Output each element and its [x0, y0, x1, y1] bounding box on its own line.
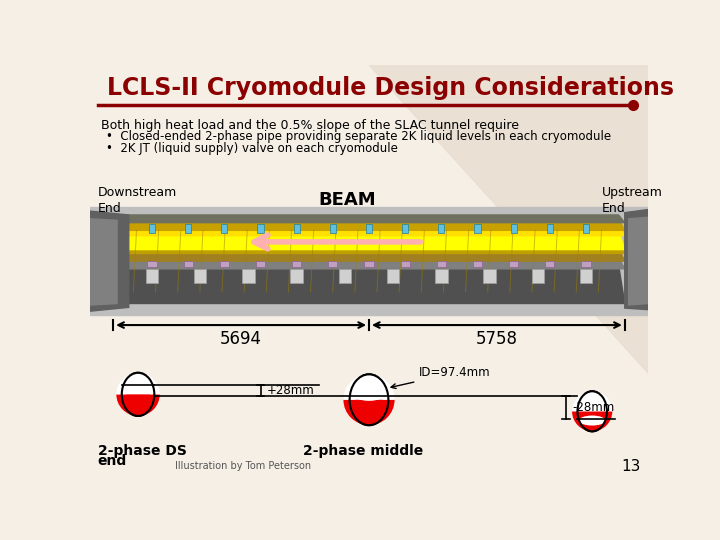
Polygon shape — [90, 207, 648, 315]
Bar — [221, 224, 228, 233]
Ellipse shape — [123, 380, 153, 394]
Bar — [145, 269, 158, 283]
Polygon shape — [90, 219, 117, 305]
Bar — [438, 224, 444, 233]
Bar — [387, 269, 400, 283]
Text: Downstream
End: Downstream End — [98, 186, 177, 215]
Ellipse shape — [579, 416, 606, 426]
Bar — [545, 261, 554, 267]
Text: 5694: 5694 — [220, 330, 262, 348]
Wedge shape — [117, 373, 160, 394]
Bar — [242, 269, 255, 283]
Ellipse shape — [350, 374, 388, 425]
Text: 5758: 5758 — [476, 330, 518, 348]
Polygon shape — [113, 240, 625, 253]
Polygon shape — [113, 248, 625, 261]
Bar — [510, 224, 517, 233]
Text: LCLS-II Cryomodule Design Considerations: LCLS-II Cryomodule Design Considerations — [107, 76, 674, 100]
Bar — [474, 224, 481, 233]
Bar — [402, 224, 408, 233]
Bar — [148, 261, 157, 267]
Bar — [580, 269, 592, 283]
Bar — [256, 261, 265, 267]
Text: •  Closed-ended 2-phase pipe providing separate 2K liquid levels in each cryomod: • Closed-ended 2-phase pipe providing se… — [106, 130, 611, 143]
Bar — [435, 269, 448, 283]
Polygon shape — [113, 231, 625, 249]
Bar — [483, 269, 496, 283]
Bar — [509, 261, 518, 267]
Text: -28mm: -28mm — [572, 401, 614, 414]
Bar — [258, 224, 264, 233]
Bar — [531, 269, 544, 283]
Text: end: end — [98, 454, 127, 468]
Bar — [366, 224, 372, 233]
Wedge shape — [117, 394, 160, 416]
Polygon shape — [113, 219, 625, 231]
Text: 2-phase middle: 2-phase middle — [303, 444, 423, 457]
Bar — [330, 224, 336, 233]
Polygon shape — [113, 215, 625, 222]
Ellipse shape — [577, 392, 607, 431]
Ellipse shape — [122, 373, 154, 416]
Polygon shape — [113, 265, 625, 303]
Polygon shape — [113, 257, 625, 269]
Bar — [583, 224, 589, 233]
Text: •  2K JT (liquid supply) valve on each cryomodule: • 2K JT (liquid supply) valve on each cr… — [106, 142, 397, 155]
Wedge shape — [572, 392, 612, 411]
Polygon shape — [90, 211, 129, 311]
Bar — [581, 261, 590, 267]
Bar — [364, 261, 374, 267]
Text: Upstream
End: Upstream End — [601, 186, 662, 215]
Ellipse shape — [351, 397, 387, 410]
Text: 13: 13 — [621, 460, 640, 475]
Wedge shape — [572, 411, 612, 431]
Wedge shape — [343, 400, 395, 425]
Bar — [149, 224, 155, 233]
Polygon shape — [625, 210, 648, 309]
Bar — [400, 261, 410, 267]
Text: Illustration by Tom Peterson: Illustration by Tom Peterson — [175, 461, 311, 471]
Ellipse shape — [123, 390, 153, 411]
Bar — [290, 269, 303, 283]
Polygon shape — [369, 65, 648, 373]
Bar — [194, 269, 207, 283]
Bar — [546, 224, 553, 233]
Polygon shape — [113, 225, 625, 236]
Bar — [185, 224, 192, 233]
Text: ID=97.4mm: ID=97.4mm — [391, 366, 491, 388]
Text: BEAM: BEAM — [319, 191, 377, 209]
Polygon shape — [629, 217, 648, 305]
Text: 2-phase DS: 2-phase DS — [98, 444, 186, 457]
Text: +28mm: +28mm — [266, 384, 315, 397]
Bar — [294, 224, 300, 233]
Bar — [437, 261, 446, 267]
Ellipse shape — [352, 386, 386, 401]
Bar — [292, 261, 301, 267]
Bar — [220, 261, 229, 267]
Bar — [184, 261, 193, 267]
Text: Both high heat load and the 0.5% slope of the SLAC tunnel require: Both high heat load and the 0.5% slope o… — [101, 119, 519, 132]
Wedge shape — [343, 374, 395, 400]
Bar — [473, 261, 482, 267]
Bar — [338, 269, 351, 283]
Bar — [328, 261, 338, 267]
